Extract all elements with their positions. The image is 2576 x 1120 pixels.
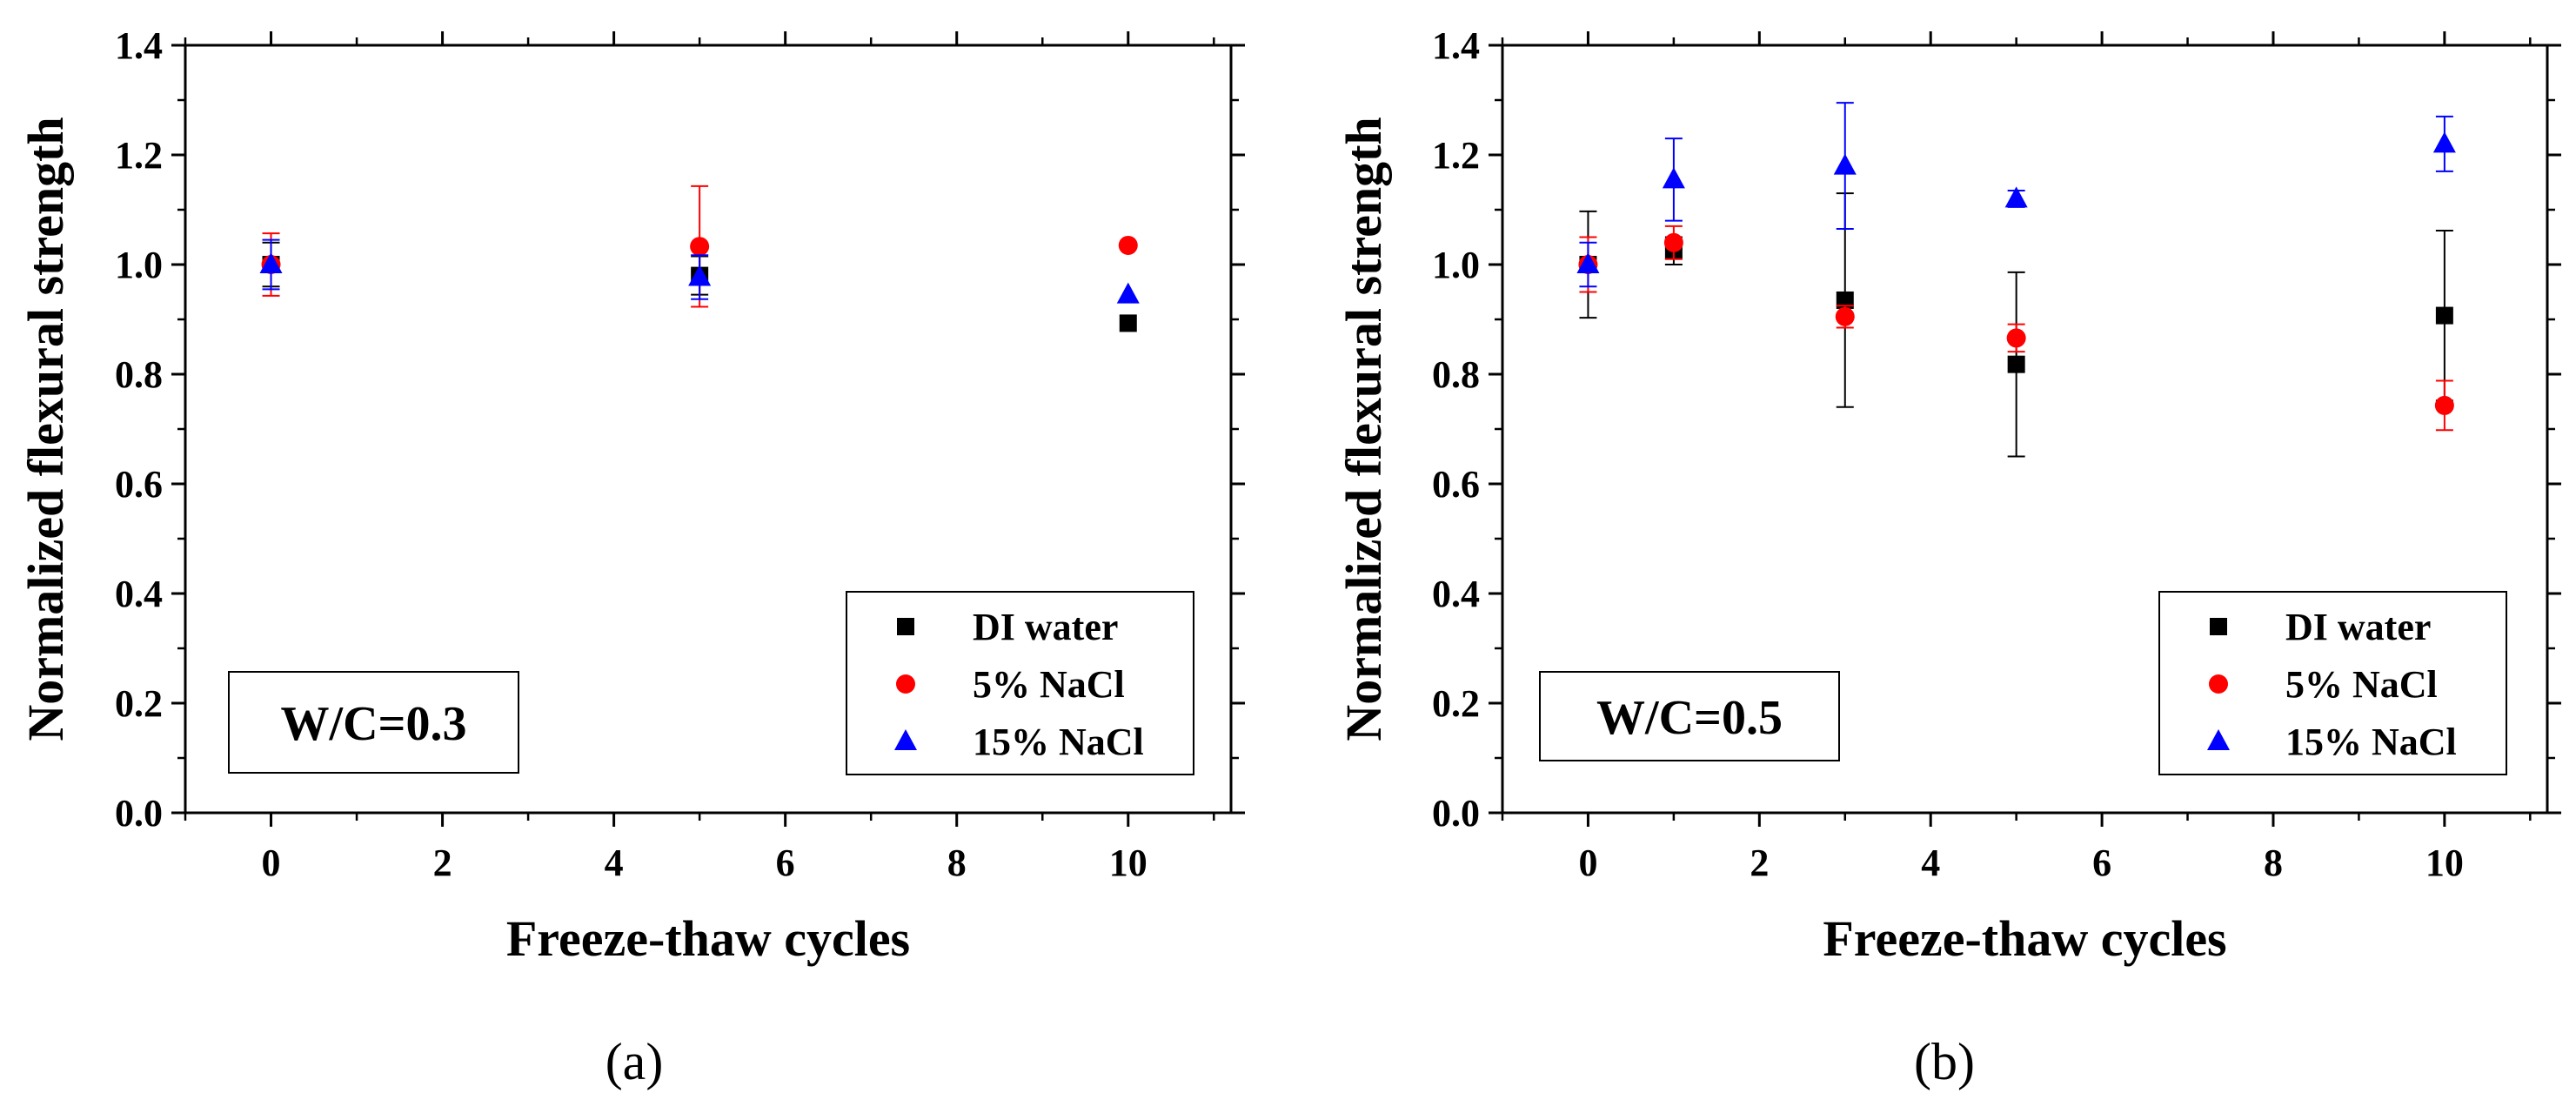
y-tick-label: 0.4 bbox=[115, 573, 163, 615]
x-tick-label: 10 bbox=[2425, 842, 2464, 884]
x-tick-label: 2 bbox=[433, 842, 452, 884]
data-point-triangle bbox=[2004, 186, 2028, 208]
data-point-circle bbox=[1663, 232, 1683, 252]
data-point-circle bbox=[1835, 306, 1855, 326]
x-tick-label: 8 bbox=[947, 842, 967, 884]
x-tick-label: 4 bbox=[605, 842, 624, 884]
legend-marker-square bbox=[2210, 618, 2227, 635]
y-tick-label: 0.8 bbox=[115, 353, 163, 396]
legend-label: 15% NaCl bbox=[973, 721, 1144, 763]
y-tick-label: 1.2 bbox=[1432, 134, 1480, 177]
y-tick-label: 0.2 bbox=[1432, 682, 1480, 725]
x-tick-label: 4 bbox=[1921, 842, 1940, 884]
y-tick-label: 1.2 bbox=[115, 134, 163, 177]
legend-marker-circle bbox=[896, 674, 915, 694]
y-tick-label: 0.0 bbox=[1432, 792, 1480, 835]
series-15-nacl bbox=[259, 238, 1140, 304]
data-point-square bbox=[2007, 355, 2025, 373]
legend-marker-square bbox=[897, 618, 914, 635]
data-point-circle bbox=[2006, 328, 2026, 348]
x-axis-title: Freeze-thaw cycles bbox=[1823, 910, 2226, 967]
x-tick-label: 0 bbox=[1578, 842, 1597, 884]
data-point-triangle bbox=[1576, 252, 1600, 273]
data-point-circle bbox=[690, 237, 710, 257]
legend-label: DI water bbox=[973, 606, 1118, 648]
y-axis-title: Normalized flexural strength bbox=[1335, 117, 1392, 741]
annotation-label: W/C=0.5 bbox=[1596, 691, 1783, 745]
annotation-box bbox=[228, 671, 519, 774]
y-tick-label: 1.0 bbox=[115, 244, 163, 286]
x-tick-label: 6 bbox=[776, 842, 795, 884]
annotation-label: W/C=0.3 bbox=[281, 697, 467, 751]
legend: DI water 5% NaCl 15% NaCl bbox=[846, 591, 1194, 775]
series-15-nacl bbox=[1576, 102, 2456, 288]
legend-marker-circle bbox=[2209, 674, 2228, 694]
panel-caption: (b) bbox=[1914, 1033, 1975, 1090]
y-tick-label: 0.0 bbox=[115, 792, 163, 835]
data-point-square bbox=[1119, 314, 1137, 332]
legend-label: 5% NaCl bbox=[2285, 663, 2438, 706]
data-point-triangle bbox=[2432, 131, 2456, 153]
annotation-box bbox=[1539, 671, 1840, 761]
y-tick-label: 0.8 bbox=[1432, 353, 1480, 396]
data-point-triangle bbox=[1662, 167, 1685, 189]
x-tick-label: 10 bbox=[1109, 842, 1147, 884]
y-axis-title: Normalized flexural strength bbox=[17, 117, 74, 741]
legend-label: DI water bbox=[2285, 606, 2431, 648]
legend-marker-triangle bbox=[894, 729, 917, 750]
y-tick-label: 1.0 bbox=[1432, 244, 1480, 286]
data-point-triangle bbox=[1116, 282, 1140, 304]
x-tick-label: 0 bbox=[262, 842, 281, 884]
data-point-triangle bbox=[1833, 153, 1857, 175]
legend-label: 15% NaCl bbox=[2285, 721, 2457, 763]
x-axis-title: Freeze-thaw cycles bbox=[506, 910, 910, 967]
data-point-circle bbox=[1118, 235, 1138, 255]
legend-label: 5% NaCl bbox=[973, 663, 1125, 706]
y-tick-label: 0.6 bbox=[1432, 463, 1480, 506]
legend-marker-triangle bbox=[2207, 729, 2230, 750]
legend: DI water 5% NaCl 15% NaCl bbox=[2158, 591, 2507, 775]
y-tick-label: 0.6 bbox=[115, 463, 163, 506]
y-tick-label: 0.2 bbox=[115, 682, 163, 725]
data-point-square bbox=[2435, 306, 2453, 325]
y-tick-label: 1.4 bbox=[1432, 24, 1480, 67]
x-tick-label: 8 bbox=[2264, 842, 2283, 884]
y-tick-label: 1.4 bbox=[115, 24, 163, 67]
x-tick-label: 6 bbox=[2092, 842, 2111, 884]
chart-panel-a: 0.0 0.2 0.4 0.6 0.8 1.0 1.2 1.4 0 2 4 6 8 10 Freeze-th… bbox=[17, 24, 1245, 1090]
x-tick-label: 2 bbox=[1750, 842, 1769, 884]
y-tick-label: 0.4 bbox=[1432, 573, 1480, 615]
data-point-triangle bbox=[259, 252, 283, 273]
data-point-circle bbox=[2434, 395, 2454, 415]
chart-panel-b: 0.0 0.2 0.4 0.6 0.8 1.0 1.2 1.4 0 2 4 6 8 10 Freeze-th… bbox=[1335, 24, 2561, 1090]
data-point-triangle bbox=[688, 265, 712, 286]
data-point-square bbox=[1836, 291, 1854, 309]
panel-caption: (a) bbox=[606, 1033, 664, 1090]
